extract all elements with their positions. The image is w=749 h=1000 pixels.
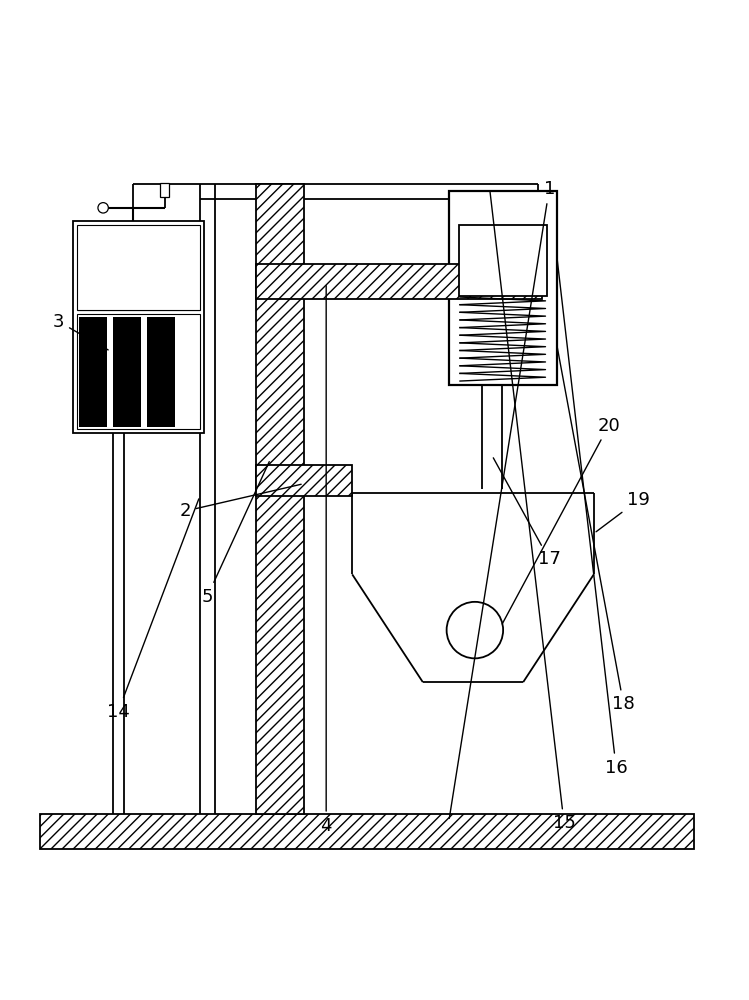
Bar: [77, 314, 200, 429]
Bar: [160, 183, 169, 197]
Text: 15: 15: [490, 192, 575, 832]
Bar: [255, 184, 304, 814]
Text: 2: 2: [179, 484, 301, 520]
Bar: [449, 191, 557, 385]
Bar: [40, 814, 694, 849]
Text: 19: 19: [596, 491, 650, 532]
Text: 4: 4: [321, 286, 332, 835]
Bar: [73, 221, 204, 433]
Bar: [113, 317, 141, 427]
Text: 20: 20: [502, 417, 620, 624]
Bar: [77, 225, 200, 310]
Text: 5: 5: [201, 462, 269, 606]
Bar: [458, 225, 547, 296]
Text: 16: 16: [557, 257, 628, 777]
Circle shape: [98, 203, 109, 213]
Text: 1: 1: [449, 180, 555, 818]
Circle shape: [446, 602, 503, 658]
Bar: [255, 465, 352, 496]
Text: 17: 17: [494, 458, 561, 568]
Bar: [255, 264, 542, 299]
Text: 14: 14: [106, 499, 198, 721]
Text: 3: 3: [52, 313, 108, 350]
Bar: [79, 317, 107, 427]
Text: 18: 18: [557, 347, 635, 713]
Bar: [147, 317, 175, 427]
